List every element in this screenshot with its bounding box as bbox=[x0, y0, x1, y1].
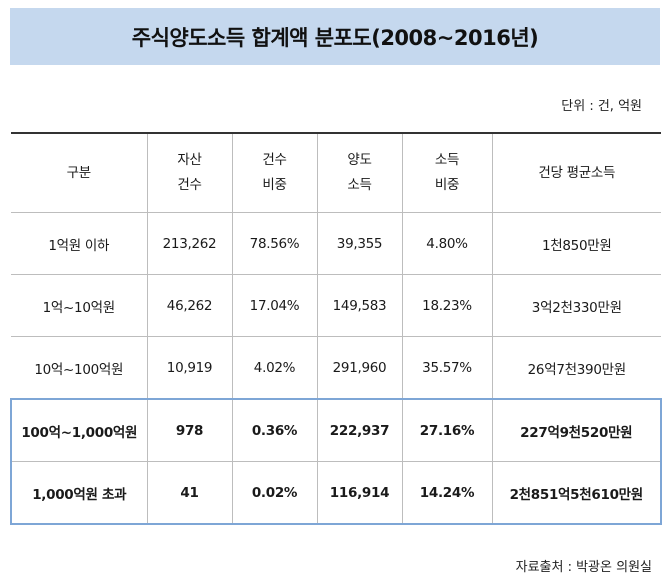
table-cell: 3억2천330만원 bbox=[492, 274, 661, 337]
table-cell: 116,914 bbox=[317, 461, 403, 525]
header-text: 소득 bbox=[434, 152, 460, 168]
table-cell: 2천851억5천610만원 bbox=[492, 461, 662, 525]
table-cell: 0.36% bbox=[232, 398, 318, 462]
header-row: 구분 자산 건수 건수 비중 양도 소득 소득 비중 건당 평균소득 bbox=[11, 132, 661, 213]
header-text: 소득 bbox=[347, 177, 372, 193]
table-cell: 149,583 bbox=[317, 274, 403, 337]
table-cell: 18.23% bbox=[402, 274, 493, 337]
page-title: 주식양도소득 합계액 분포도(2008~2016년) bbox=[131, 25, 539, 50]
header-text: 자산 bbox=[177, 152, 202, 168]
unit-label: 단위 : 건, 억원 bbox=[561, 99, 642, 114]
table-cell: 10,919 bbox=[147, 336, 233, 400]
table-row: 1억~10억원 46,262 17.04% 149,583 18.23% 3억2… bbox=[11, 274, 661, 337]
table-cell: 39,355 bbox=[317, 212, 403, 275]
table-row: 10억~100억원 10,919 4.02% 291,960 35.57% 26… bbox=[11, 336, 661, 400]
header-text: 양도 bbox=[347, 152, 372, 168]
table-cell: 78.56% bbox=[232, 212, 318, 275]
table-cell: 0.02% bbox=[232, 461, 318, 525]
header-text: 비중 bbox=[434, 177, 460, 193]
table-cell: 1,000억원 초과 bbox=[10, 461, 148, 525]
table-cell: 46,262 bbox=[147, 274, 233, 337]
title-banner: 주식양도소득 합계액 분포도(2008~2016년) bbox=[10, 8, 660, 65]
table-cell: 213,262 bbox=[147, 212, 233, 275]
table-cell: 222,937 bbox=[317, 398, 403, 462]
table-cell: 17.04% bbox=[232, 274, 318, 337]
header-text: 건수 bbox=[177, 177, 202, 193]
header-text: 건수 bbox=[262, 152, 287, 168]
table-cell: 978 bbox=[147, 398, 233, 462]
table-cell: 227억9천520만원 bbox=[492, 398, 662, 462]
header-text: 비중 bbox=[262, 177, 287, 193]
table-cell: 100억~1,000억원 bbox=[10, 398, 148, 462]
table-cell: 4.02% bbox=[232, 336, 318, 400]
table-row-highlighted: 100억~1,000억원 978 0.36% 222,937 27.16% 22… bbox=[10, 398, 662, 462]
table-cell: 14.24% bbox=[402, 461, 493, 525]
table-row-highlighted: 1,000억원 초과 41 0.02% 116,914 14.24% 2천851… bbox=[10, 461, 662, 525]
header-text: 건당 평균소득 bbox=[538, 164, 616, 181]
header-avg-income: 건당 평균소득 bbox=[492, 132, 661, 213]
table-cell: 1억~10억원 bbox=[11, 274, 148, 337]
table-cell: 1억원 이하 bbox=[11, 212, 148, 275]
table-cell: 41 bbox=[147, 461, 233, 525]
table-cell: 291,960 bbox=[317, 336, 403, 400]
table-cell: 10억~100억원 bbox=[11, 336, 148, 400]
source-note: 자료출처 : 박광온 의원실 bbox=[515, 560, 652, 575]
table-cell: 27.16% bbox=[402, 398, 493, 462]
table-cell: 1천850만원 bbox=[492, 212, 661, 275]
table-cell: 26억7천390만원 bbox=[492, 336, 661, 400]
distribution-table: 구분 자산 건수 건수 비중 양도 소득 소득 비중 건당 평균소득 1억원 이하 21… bbox=[10, 132, 662, 525]
table-row: 1억원 이하 213,262 78.56% 39,355 4.80% 1천850… bbox=[11, 212, 661, 275]
header-category: 구분 bbox=[11, 132, 148, 213]
table-cell: 35.57% bbox=[402, 336, 493, 400]
table-cell: 4.80% bbox=[402, 212, 493, 275]
header-text: 구분 bbox=[66, 164, 92, 181]
